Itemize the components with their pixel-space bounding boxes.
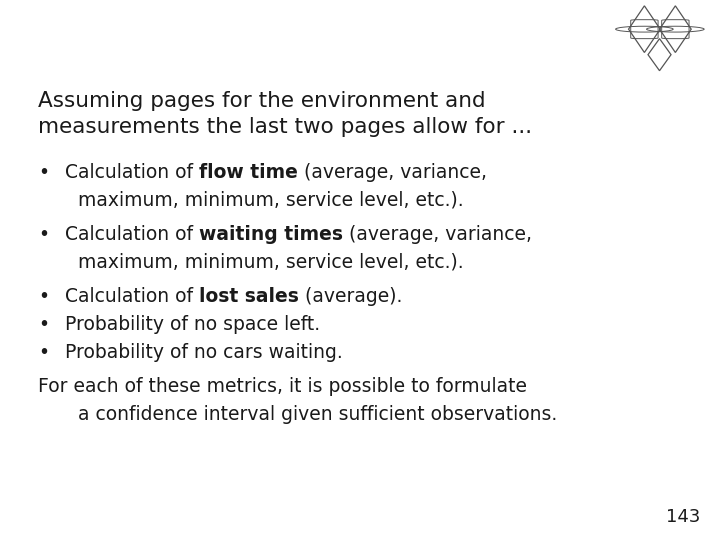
Text: (average, variance,: (average, variance, — [298, 163, 487, 182]
Text: (average).: (average). — [299, 287, 402, 306]
Text: flow time: flow time — [199, 163, 298, 182]
Text: waiting times: waiting times — [199, 225, 343, 244]
Text: Calculation of: Calculation of — [65, 163, 199, 182]
Text: Calculation of: Calculation of — [65, 225, 199, 244]
Text: maximum, minimum, service level, etc.).: maximum, minimum, service level, etc.). — [78, 191, 464, 210]
Text: •: • — [38, 287, 49, 306]
Text: Probability of no space left.: Probability of no space left. — [65, 315, 320, 334]
Text: Calculation of: Calculation of — [65, 287, 199, 306]
Text: 143: 143 — [665, 508, 700, 526]
Text: For each of these metrics, it is possible to formulate: For each of these metrics, it is possibl… — [38, 377, 527, 396]
Text: •: • — [38, 343, 49, 362]
Text: Probability of no cars waiting.: Probability of no cars waiting. — [65, 343, 343, 362]
Text: lost sales: lost sales — [199, 287, 299, 306]
Text: measurements the last two pages allow for ...: measurements the last two pages allow fo… — [38, 117, 532, 137]
Text: •: • — [38, 163, 49, 182]
Text: •: • — [38, 225, 49, 244]
Text: Assuming pages for the environment and: Assuming pages for the environment and — [38, 91, 485, 111]
Text: •: • — [38, 315, 49, 334]
Text: (average, variance,: (average, variance, — [343, 225, 532, 244]
Text: a confidence interval given sufficient observations.: a confidence interval given sufficient o… — [78, 405, 557, 424]
Text: maximum, minimum, service level, etc.).: maximum, minimum, service level, etc.). — [78, 253, 464, 272]
